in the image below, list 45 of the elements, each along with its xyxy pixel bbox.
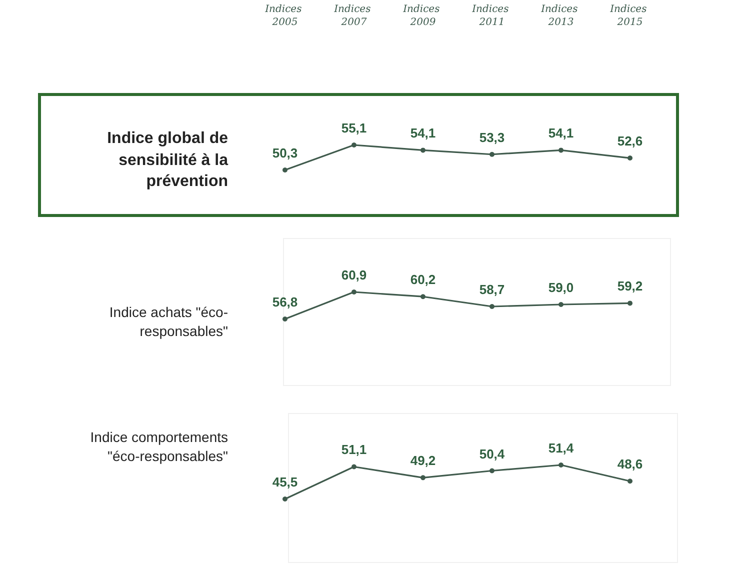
data-label: 48,6 [617, 456, 643, 472]
data-label: 60,2 [410, 272, 436, 288]
chart-title: Indice global de sensibilité à la prévention [106, 129, 228, 192]
point [490, 152, 494, 157]
data-label: 45,5 [272, 474, 298, 490]
point [352, 142, 356, 148]
point [352, 464, 356, 470]
data-label: 56,8 [272, 294, 298, 310]
point [352, 290, 356, 294]
point [282, 496, 288, 502]
data-label: 54,1 [410, 126, 436, 141]
data-label: 51,4 [548, 440, 574, 456]
point [420, 294, 426, 300]
point [558, 302, 564, 308]
data-label: 51,1 [341, 442, 367, 458]
point [628, 156, 632, 161]
point [490, 304, 494, 309]
data-label: 49,2 [410, 453, 436, 468]
data-label: 50,3 [272, 146, 298, 160]
x-tick-label: Indices 2007 [333, 4, 374, 28]
data-label: 54,1 [548, 126, 574, 141]
data-label: 59,0 [548, 280, 574, 296]
data-label: 50,4 [479, 446, 506, 462]
point [490, 468, 494, 474]
x-tick-label: Indices 2005 [264, 4, 305, 28]
point [628, 478, 632, 484]
x-tick-label: Indices 2015 [609, 4, 650, 28]
point [282, 168, 288, 172]
data-label: 52,6 [617, 134, 643, 149]
point [558, 148, 564, 153]
x-tick-label: Indices 2013 [540, 4, 581, 28]
point [282, 316, 288, 322]
data-label: 59,2 [617, 278, 643, 294]
point [420, 475, 426, 480]
data-label: 60,9 [341, 268, 367, 282]
point [420, 148, 426, 153]
x-tick-label: Indices 2009 [402, 4, 443, 28]
text: Indice achats "éco-responsables" [108, 303, 228, 341]
x-tick-label: Indices 2011 [471, 4, 512, 28]
chart-title: Indice comportements "éco-responsables" [89, 428, 228, 466]
data-label: 53,3 [479, 130, 505, 145]
data-label: 55,1 [341, 120, 367, 136]
point [628, 300, 632, 306]
data-label: 58,7 [479, 282, 505, 297]
point [558, 462, 564, 468]
